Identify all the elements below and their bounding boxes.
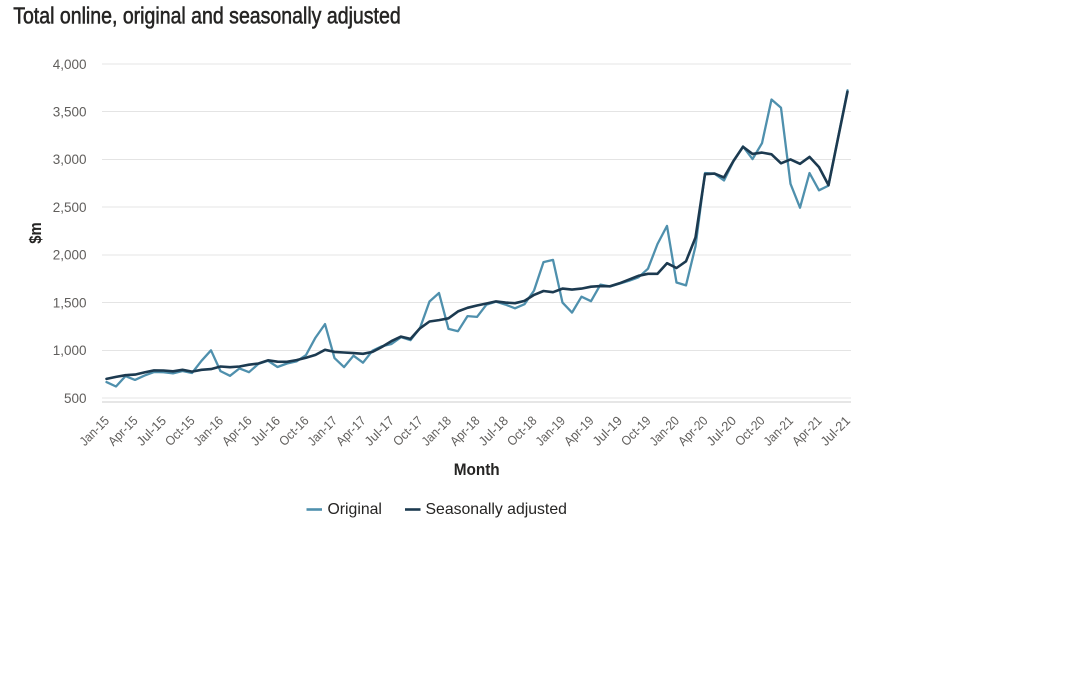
svg-text:Jan-20: Jan-20	[646, 413, 682, 449]
svg-text:2,000: 2,000	[53, 248, 87, 263]
svg-text:Jan-16: Jan-16	[190, 413, 226, 449]
svg-text:Jan-19: Jan-19	[532, 413, 568, 449]
svg-text:Jan-18: Jan-18	[418, 413, 454, 449]
svg-text:Jul-16: Jul-16	[247, 413, 283, 449]
svg-text:Apr-19: Apr-19	[561, 413, 597, 449]
svg-text:Oct-16: Oct-16	[276, 413, 312, 449]
svg-text:1,500: 1,500	[53, 295, 87, 310]
svg-text:Oct-17: Oct-17	[390, 413, 426, 449]
svg-text:$m: $m	[27, 222, 45, 244]
svg-text:Jul-18: Jul-18	[475, 413, 511, 449]
svg-text:Jan-17: Jan-17	[304, 413, 340, 449]
svg-text:Oct-15: Oct-15	[162, 413, 198, 449]
svg-text:500: 500	[64, 391, 87, 406]
svg-text:Jul-19: Jul-19	[589, 413, 625, 449]
svg-text:Month: Month	[454, 461, 500, 479]
svg-text:Apr-16: Apr-16	[219, 413, 255, 449]
svg-text:Apr-17: Apr-17	[333, 413, 369, 449]
svg-text:Seasonally adjusted: Seasonally adjusted	[426, 501, 567, 518]
svg-text:Apr-15: Apr-15	[105, 413, 141, 449]
svg-text:1,000: 1,000	[53, 343, 87, 358]
svg-text:Original: Original	[328, 501, 382, 518]
svg-text:Apr-20: Apr-20	[675, 413, 711, 449]
svg-text:4,000: 4,000	[53, 57, 87, 72]
svg-text:Jul-15: Jul-15	[133, 413, 169, 449]
svg-text:Jul-21: Jul-21	[817, 413, 853, 449]
svg-text:Jan-21: Jan-21	[760, 413, 796, 449]
svg-text:3,000: 3,000	[53, 152, 87, 167]
svg-text:Apr-18: Apr-18	[447, 413, 483, 449]
svg-text:Apr-21: Apr-21	[789, 413, 825, 449]
svg-text:Total online, original and sea: Total online, original and seasonally ad…	[13, 3, 401, 29]
svg-text:Oct-19: Oct-19	[618, 413, 654, 449]
svg-text:Oct-18: Oct-18	[504, 413, 540, 449]
svg-text:Jul-17: Jul-17	[361, 413, 397, 449]
svg-text:Jul-20: Jul-20	[703, 413, 739, 449]
svg-text:2,500: 2,500	[53, 200, 87, 215]
svg-text:Oct-20: Oct-20	[732, 413, 768, 449]
svg-text:Jan-15: Jan-15	[76, 413, 112, 449]
svg-text:3,500: 3,500	[53, 105, 87, 120]
